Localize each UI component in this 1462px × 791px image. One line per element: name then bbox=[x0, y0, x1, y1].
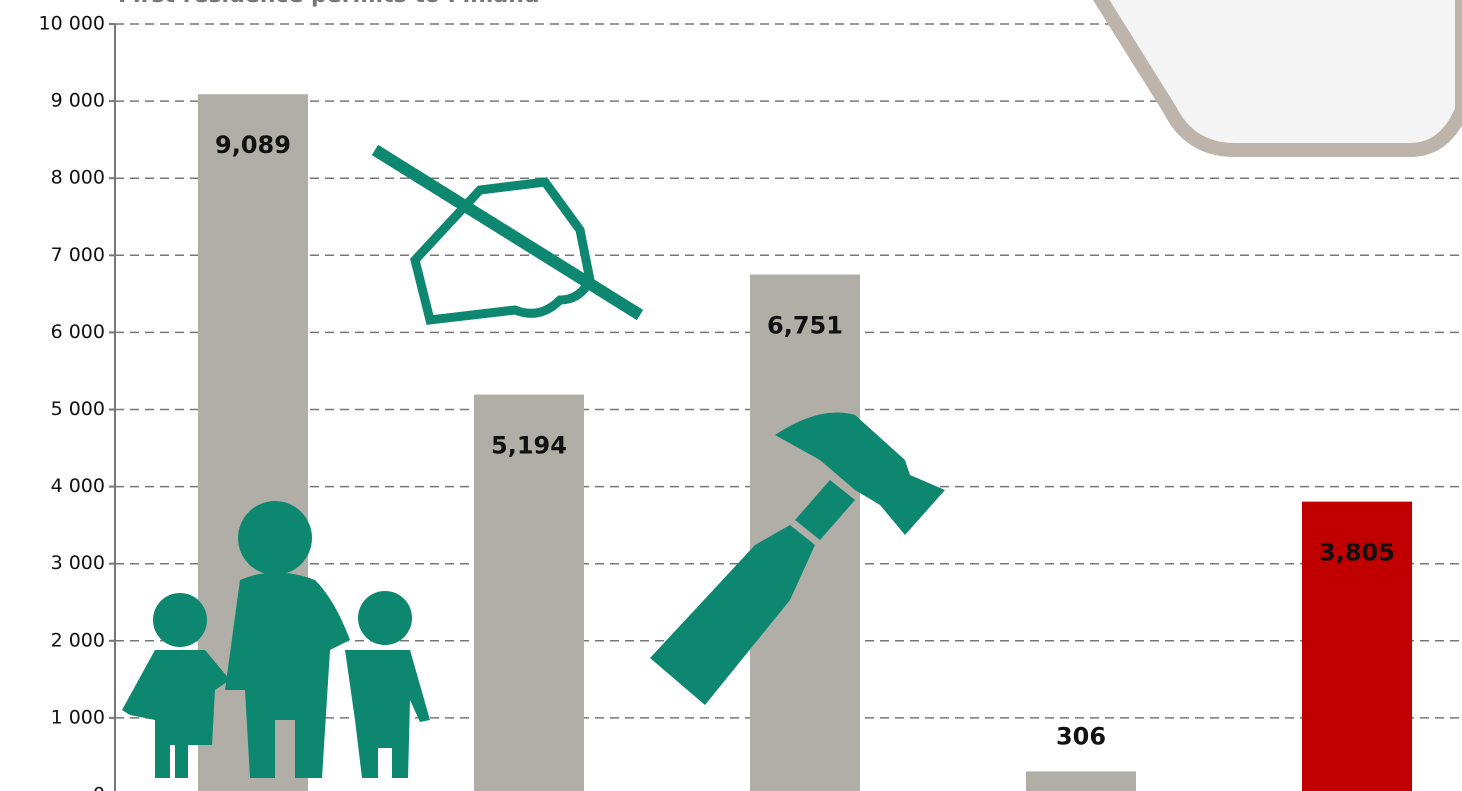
y-tick-label: 4 000 bbox=[51, 475, 105, 497]
decor-shape bbox=[1092, 0, 1462, 157]
hammer-icon bbox=[650, 412, 945, 705]
y-tick-label: 10 000 bbox=[39, 13, 105, 35]
y-tick-label: 0 bbox=[93, 784, 105, 791]
y-tick-label: 9 000 bbox=[51, 90, 105, 112]
value-label: 5,194 bbox=[491, 432, 567, 460]
family-icon bbox=[122, 501, 430, 778]
y-tick-label: 8 000 bbox=[51, 167, 105, 189]
value-label: 9,089 bbox=[215, 131, 291, 159]
y-tick-label: 5 000 bbox=[51, 398, 105, 420]
chart-title: First residence permits to Finland bbox=[118, 0, 540, 8]
bar bbox=[1302, 501, 1412, 791]
bar bbox=[474, 394, 584, 791]
y-tick-label: 3 000 bbox=[51, 552, 105, 574]
y-tick-label: 7 000 bbox=[51, 244, 105, 266]
y-tick-label: 1 000 bbox=[51, 706, 105, 728]
bar bbox=[750, 274, 860, 791]
y-tick-label: 2 000 bbox=[51, 629, 105, 651]
grid-layer: 0 1 000 2 000 3 000 4 000 5 000 6 000 7 000 8 00… bbox=[39, 13, 1462, 791]
value-label: 3,805 bbox=[1319, 539, 1395, 567]
bar bbox=[1026, 771, 1136, 791]
value-label: 6,751 bbox=[767, 311, 843, 339]
pen-icon bbox=[371, 144, 644, 325]
y-tick-label: 6 000 bbox=[51, 321, 105, 343]
value-label: 306 bbox=[1056, 722, 1106, 750]
